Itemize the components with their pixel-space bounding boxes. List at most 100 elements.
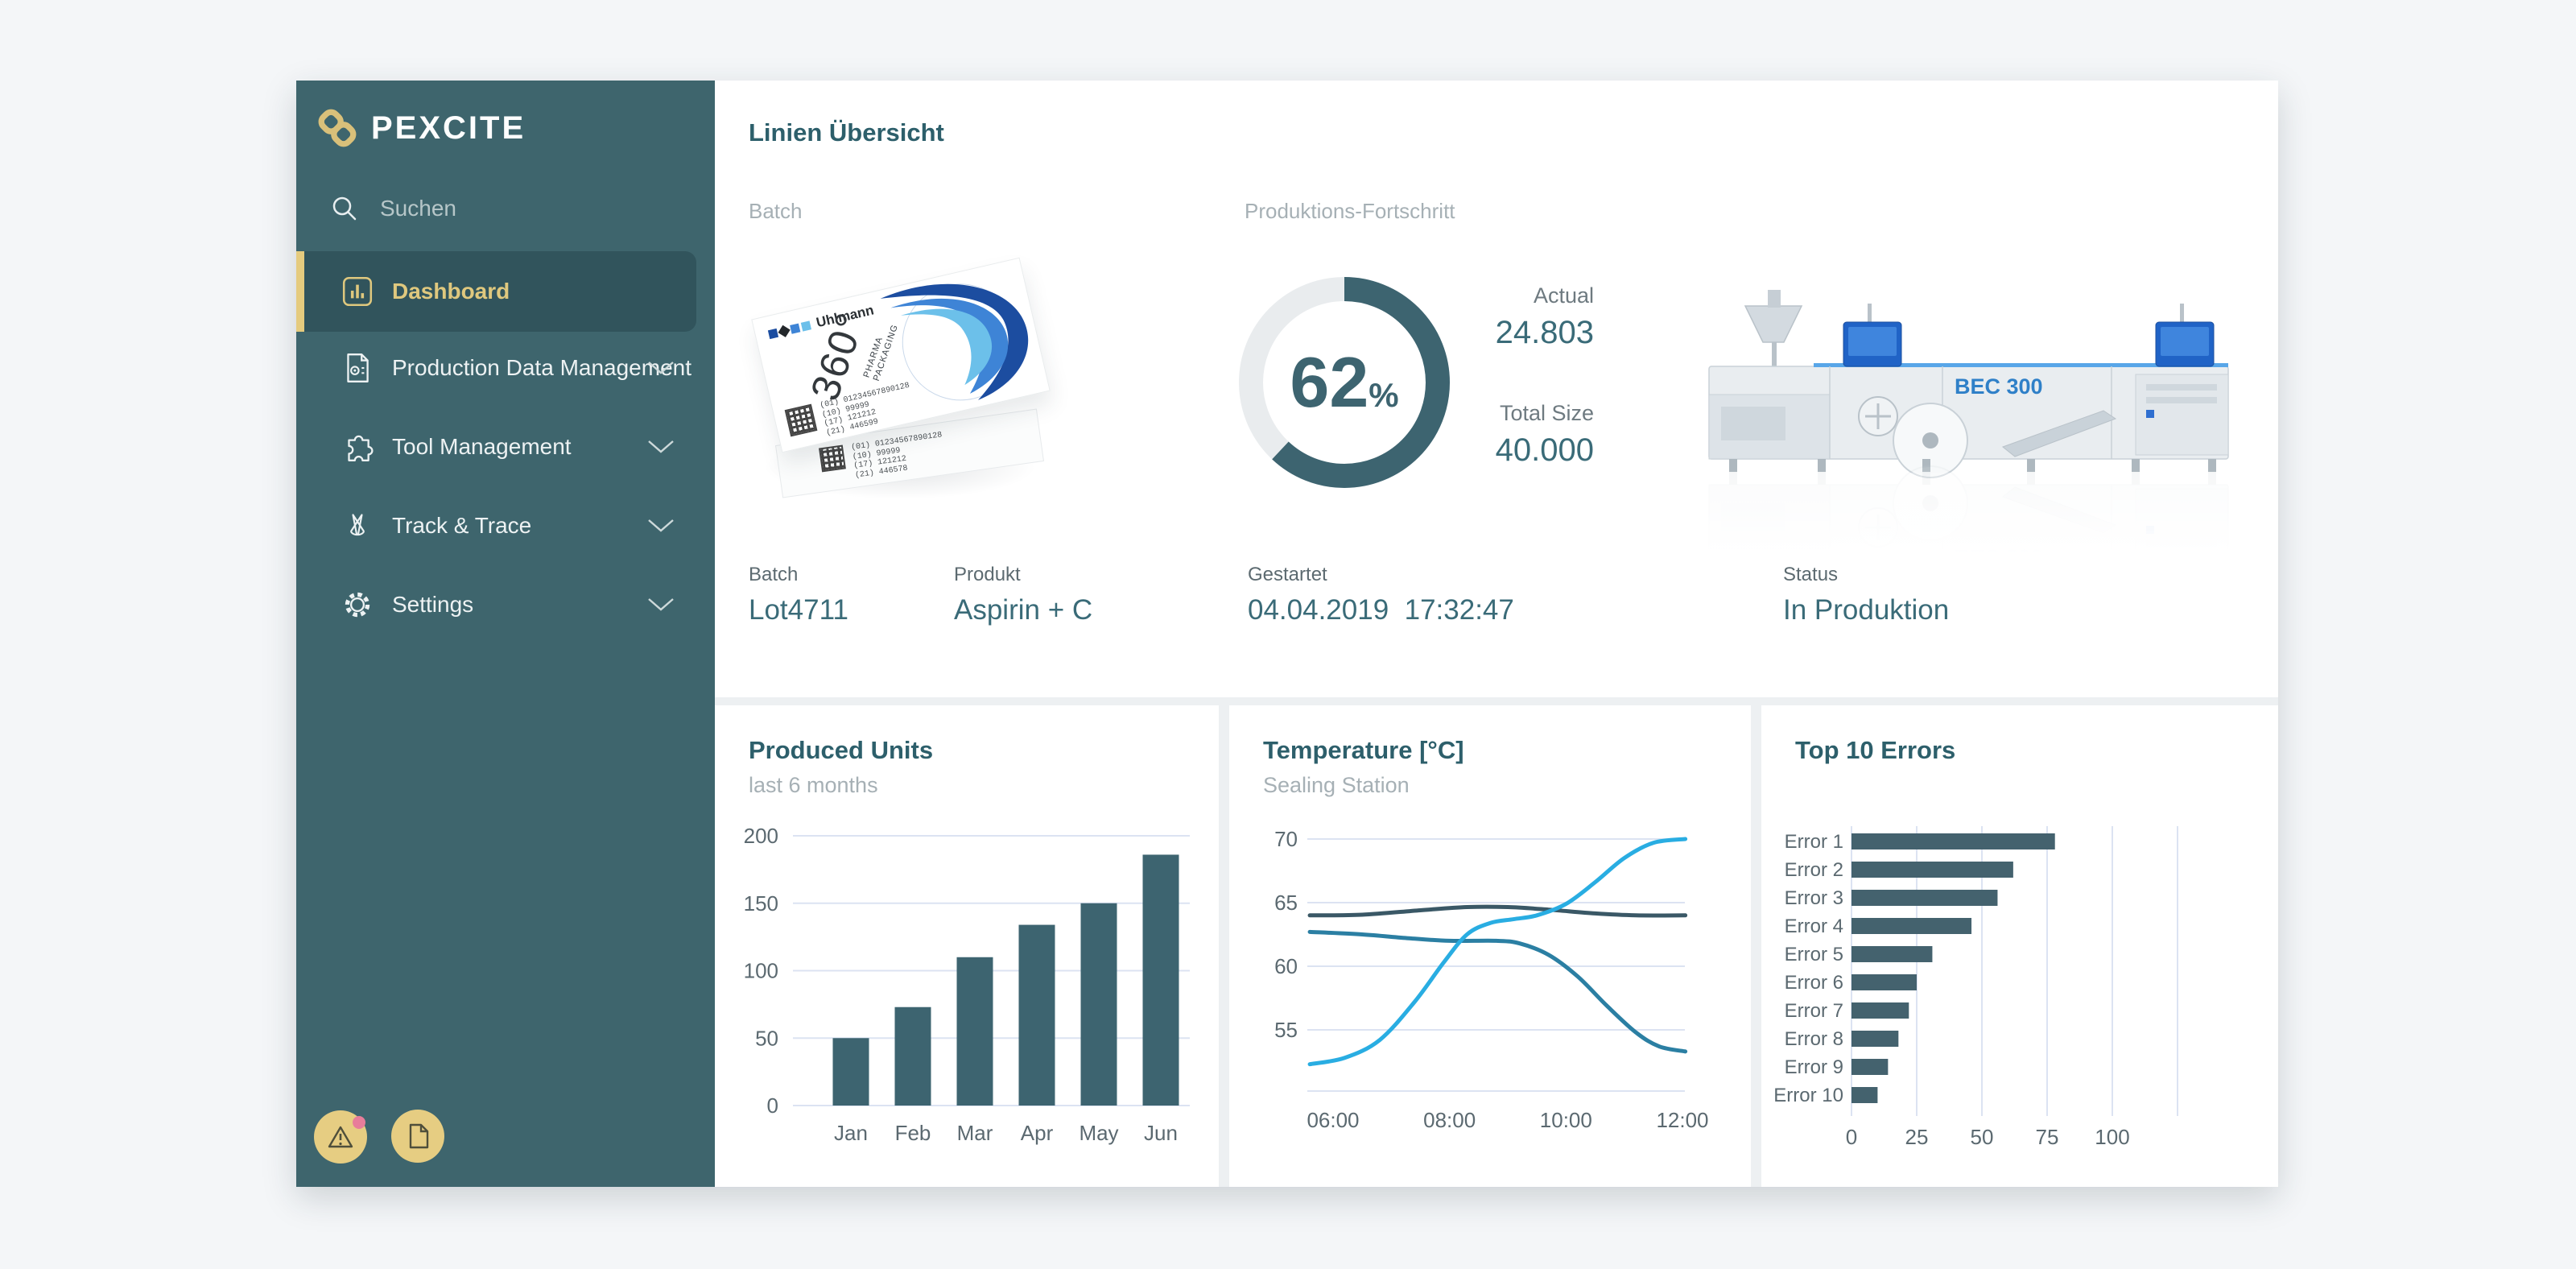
brand-name: PEXCITE bbox=[371, 110, 526, 146]
top-errors-card: 0 25 50 75 100 Error 1 Error 2 Error 3 Error 4 Er… bbox=[1761, 705, 2278, 1187]
started-info-label: Gestartet bbox=[1248, 564, 1327, 585]
page-title: Linien Übersicht bbox=[749, 118, 944, 147]
svg-text:08:00: 08:00 bbox=[1423, 1108, 1476, 1132]
svg-text:0: 0 bbox=[1846, 1125, 1857, 1149]
svg-text:Error 3: Error 3 bbox=[1785, 887, 1843, 909]
svg-text:50: 50 bbox=[1971, 1125, 1994, 1149]
produced-units-card: 0 50 100 150 200 Jan Feb Mar Apr May Jun Produced … bbox=[715, 705, 1219, 1187]
product-info-value: Aspirin + C bbox=[954, 594, 1093, 626]
machine-image: BEC 300 bbox=[1665, 246, 2277, 655]
pexcite-knot-icon bbox=[318, 109, 357, 147]
svg-text:0: 0 bbox=[767, 1093, 778, 1118]
track-trace-icon bbox=[350, 514, 365, 536]
svg-text:55: 55 bbox=[1274, 1018, 1298, 1042]
sidebar-item-settings[interactable]: Settings bbox=[296, 577, 715, 633]
line-overview-panel: Linien Übersicht Batch (01) 012345678901… bbox=[715, 81, 2278, 697]
status-info-label: Status bbox=[1783, 564, 1839, 585]
svg-text:Feb: Feb bbox=[895, 1121, 931, 1145]
started-info-value: 04.04.2019 17:32:47 bbox=[1248, 594, 1514, 626]
batch-info-value: Lot4711 bbox=[749, 594, 848, 626]
svg-text:Error 6: Error 6 bbox=[1785, 972, 1843, 994]
box-code-lines: (01) 01234567890128 (10) 99999 (17) 1212… bbox=[850, 431, 943, 481]
svg-text:Jun: Jun bbox=[1144, 1121, 1178, 1145]
document-gear-icon bbox=[347, 353, 369, 382]
batch-section-label: Batch bbox=[749, 199, 803, 223]
temperature-chart: 55 60 65 70 06:00 08:00 10:00 12:00 bbox=[1274, 827, 1708, 1132]
svg-text:Jan: Jan bbox=[834, 1121, 868, 1145]
sidebar-item-track-and-trace[interactable]: Track & Trace bbox=[296, 498, 715, 554]
svg-text:150: 150 bbox=[744, 891, 778, 916]
actual-label: Actual bbox=[1533, 283, 1594, 308]
sidebar-item-production-data-management[interactable]: Production Data Management bbox=[296, 340, 715, 396]
svg-text:Error 7: Error 7 bbox=[1785, 1000, 1843, 1022]
search-input[interactable] bbox=[380, 196, 646, 221]
app-window: PEXCITE Dashboard bbox=[296, 81, 2278, 1187]
started-info: Gestartet 04.04.2019 17:32:47 bbox=[1248, 564, 1514, 626]
sidebar-item-label: Settings bbox=[392, 592, 474, 617]
chevron-down-icon bbox=[648, 440, 674, 453]
datamatrix-code bbox=[784, 403, 818, 437]
search-bar[interactable] bbox=[296, 184, 715, 234]
svg-text:70: 70 bbox=[1274, 827, 1298, 851]
total-size-kpi: Total Size 40.000 bbox=[1433, 401, 1594, 469]
warning-triangle-icon bbox=[328, 1126, 353, 1148]
svg-text:65: 65 bbox=[1274, 891, 1298, 915]
product-box-top: Uhlmann 360° PHARMA PACKAGING bbox=[751, 257, 1051, 453]
batch-info: Batch Lot4711 bbox=[749, 564, 848, 626]
svg-text:25: 25 bbox=[1905, 1125, 1929, 1149]
svg-text:50: 50 bbox=[755, 1026, 778, 1050]
sidebar-item-dashboard[interactable]: Dashboard bbox=[296, 251, 696, 332]
batch-product-image: (01) 01234567890128 (10) 99999 (17) 1212… bbox=[747, 234, 1053, 507]
svg-text:200: 200 bbox=[744, 824, 778, 848]
produced-units-chart: 0 50 100 150 200 Jan Feb Mar Apr May Jun bbox=[744, 824, 1190, 1145]
svg-text:100: 100 bbox=[2095, 1125, 2129, 1149]
document-icon bbox=[409, 1123, 429, 1149]
sidebar-item-label: Track & Trace bbox=[392, 513, 532, 538]
svg-text:Apr: Apr bbox=[1021, 1121, 1054, 1145]
svg-text:Mar: Mar bbox=[957, 1121, 993, 1145]
top-errors-chart: 0 25 50 75 100 Error 1 Error 2 Error 3 Error 4 Er… bbox=[1773, 826, 2178, 1149]
svg-text:Error 5: Error 5 bbox=[1785, 944, 1843, 965]
svg-text:60: 60 bbox=[1274, 954, 1298, 978]
brand-logo: PEXCITE bbox=[316, 107, 526, 149]
top-errors-title: Top 10 Errors bbox=[1795, 736, 1956, 764]
box-swoosh-graphic bbox=[880, 283, 1029, 401]
svg-text:Error 10: Error 10 bbox=[1773, 1085, 1843, 1106]
chevron-down-icon bbox=[648, 519, 674, 532]
svg-text:100: 100 bbox=[744, 959, 778, 983]
batch-info-label: Batch bbox=[749, 564, 799, 585]
main-content: Linien Übersicht Batch (01) 012345678901… bbox=[715, 81, 2278, 1187]
dashboard-icon bbox=[342, 276, 373, 307]
svg-text:May: May bbox=[1079, 1121, 1118, 1145]
sidebar-item-label: Production Data Management bbox=[392, 355, 691, 380]
progress-percent-sign: % bbox=[1368, 376, 1399, 414]
production-progress-donut: 62 % bbox=[1232, 270, 1457, 495]
svg-text:Error 1: Error 1 bbox=[1785, 831, 1843, 853]
sidebar-item-label: Dashboard bbox=[392, 279, 510, 304]
svg-text:Error 4: Error 4 bbox=[1785, 916, 1843, 937]
status-info-value: In Produktion bbox=[1783, 594, 1950, 626]
actual-kpi: Actual 24.803 bbox=[1433, 283, 1594, 351]
documents-button[interactable] bbox=[391, 1110, 444, 1163]
gear-icon bbox=[345, 592, 370, 618]
alerts-button[interactable] bbox=[314, 1110, 367, 1164]
temperature-title: Temperature [°C] bbox=[1263, 736, 1464, 764]
status-info: Status In Produktion bbox=[1783, 564, 1949, 626]
svg-text:Error 2: Error 2 bbox=[1785, 859, 1843, 881]
search-icon bbox=[332, 196, 357, 221]
datamatrix-code bbox=[819, 444, 846, 473]
progress-percent: 62 bbox=[1290, 342, 1369, 422]
donut-progress-arc bbox=[1239, 277, 1450, 488]
sidebar: PEXCITE Dashboard bbox=[296, 81, 715, 1187]
sidebar-item-label: Tool Management bbox=[392, 434, 572, 459]
svg-text:12:00: 12:00 bbox=[1656, 1108, 1708, 1132]
produced-units-title: Produced Units bbox=[749, 736, 934, 764]
product-info: Produkt Aspirin + C bbox=[954, 564, 1092, 626]
produced-units-subtitle: last 6 months bbox=[749, 773, 878, 797]
svg-text:75: 75 bbox=[2036, 1125, 2059, 1149]
svg-text:10:00: 10:00 bbox=[1540, 1108, 1592, 1132]
temperature-subtitle: Sealing Station bbox=[1263, 773, 1410, 797]
product-info-label: Produkt bbox=[954, 564, 1021, 585]
sidebar-item-tool-management[interactable]: Tool Management bbox=[296, 419, 715, 475]
svg-text:Error 9: Error 9 bbox=[1785, 1056, 1843, 1078]
